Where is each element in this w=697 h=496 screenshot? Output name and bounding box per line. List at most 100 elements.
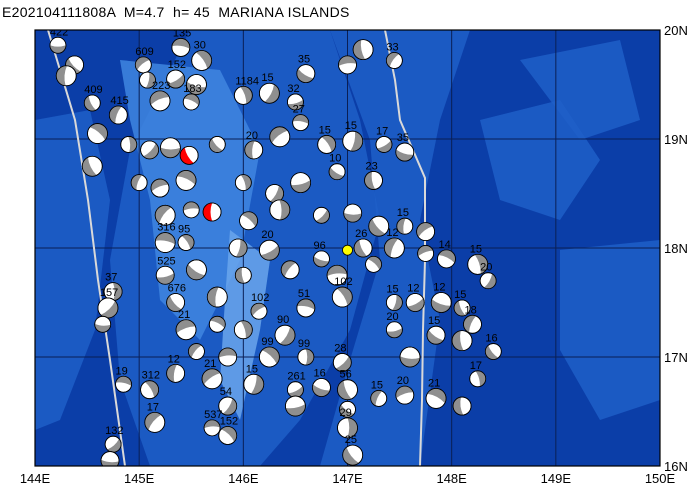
event-label: 1184 xyxy=(235,75,259,87)
focal-mechanism xyxy=(120,136,138,153)
focal-mechanism xyxy=(396,217,414,235)
focal-mechanism xyxy=(337,417,358,439)
event-label: 26 xyxy=(355,228,367,240)
focal-mechanism xyxy=(139,71,156,89)
focal-mechanism xyxy=(375,136,393,153)
focal-mechanism xyxy=(426,325,446,345)
event-label: 17 xyxy=(470,360,482,372)
focal-mechanism xyxy=(479,272,497,290)
focal-mechanism xyxy=(313,206,330,224)
event-label: 15 xyxy=(345,120,357,132)
focal-mechanism xyxy=(368,215,390,237)
event-label: 99 xyxy=(298,338,310,350)
event-label: 95 xyxy=(178,224,190,236)
event-label: 19 xyxy=(116,365,128,377)
epicenter-marker xyxy=(342,244,353,256)
event-label: 135 xyxy=(173,27,191,39)
focal-mechanism xyxy=(353,238,373,258)
focal-mechanism xyxy=(171,38,191,57)
focal-mechanism xyxy=(150,178,170,198)
event-label: 12 xyxy=(433,282,445,294)
event-label: 152 xyxy=(168,59,186,71)
bathymetry-shade-4 xyxy=(560,240,660,420)
focal-mechanism xyxy=(292,114,310,132)
focal-mechanism xyxy=(265,184,284,203)
focal-mechanism xyxy=(343,203,363,223)
event-label: 96 xyxy=(313,240,325,252)
event-label: 56 xyxy=(340,369,352,381)
focal-mechanism xyxy=(166,69,186,89)
event-label: 537 xyxy=(204,409,222,421)
focal-mechanism xyxy=(250,302,268,320)
bathymetry-shade-5 xyxy=(480,100,600,220)
focal-mechanism xyxy=(370,390,388,407)
event-label: 15 xyxy=(371,379,383,391)
event-label: 10 xyxy=(329,153,341,165)
focal-mechanism xyxy=(285,395,306,417)
event-label: 90 xyxy=(277,314,289,326)
longitude-tick-label: 149E xyxy=(541,471,572,486)
event-label: 20 xyxy=(246,130,258,142)
event-label: 17 xyxy=(376,125,388,137)
longitude-tick-label: 145E xyxy=(124,471,155,486)
highlighted-focal-mechanism xyxy=(202,202,222,222)
focal-mechanism xyxy=(243,373,265,395)
bathymetry-shade-7 xyxy=(35,110,110,430)
event-label: 20 xyxy=(397,375,409,387)
longitude-tick-label: 148E xyxy=(436,471,467,486)
event-label: 20 xyxy=(386,311,398,323)
focal-mechanism xyxy=(328,163,346,181)
focal-mechanism xyxy=(425,388,447,409)
focal-mechanism xyxy=(160,137,181,159)
map-title: E202104111808A M=4.7 h= 45 MARIANA ISLAN… xyxy=(2,4,350,20)
event-label: 12 xyxy=(407,283,419,295)
event-label: 12 xyxy=(168,353,180,365)
focal-mechanism xyxy=(134,56,152,74)
event-label: 102 xyxy=(251,292,269,304)
longitude-labels: 144E 145E 146E 147E 148E 149E 150E xyxy=(20,471,676,486)
focal-mechanism xyxy=(383,237,405,259)
focal-mechanism xyxy=(280,260,300,280)
focal-mechanism xyxy=(140,140,159,160)
focal-mechanism xyxy=(166,293,186,312)
event-label: 20 xyxy=(480,262,492,274)
focal-mechanism xyxy=(463,314,482,334)
focal-mechanism xyxy=(331,286,353,308)
longitude-tick-label: 146E xyxy=(228,471,259,486)
focal-mechanism xyxy=(296,64,316,83)
highlighted-focal-mechanism xyxy=(179,145,199,165)
epicenter-marker-group xyxy=(342,244,353,256)
focal-mechanism xyxy=(332,353,352,372)
event-label: 415 xyxy=(110,95,128,107)
focal-mechanism xyxy=(269,199,291,221)
event-label: 15 xyxy=(397,207,409,219)
event-label: 609 xyxy=(135,46,153,58)
event-label: 35 xyxy=(397,132,409,144)
event-label: 15 xyxy=(386,284,398,296)
latitude-tick-label: 18N xyxy=(664,241,688,256)
focal-mechanism xyxy=(87,123,108,144)
focal-mechanism xyxy=(385,294,403,311)
focal-mechanism xyxy=(484,343,502,360)
event-label: 102 xyxy=(334,276,352,288)
focal-mechanism xyxy=(287,381,304,399)
focal-mechanism xyxy=(208,315,226,333)
focal-mechanism xyxy=(326,264,348,286)
focal-mechanism xyxy=(416,222,436,242)
focal-mechanism xyxy=(97,297,119,319)
event-label: 54 xyxy=(220,386,232,398)
event-label: 17 xyxy=(147,401,159,413)
event-label: 15 xyxy=(261,72,273,84)
focal-mechanism xyxy=(144,411,166,433)
event-label: 21 xyxy=(428,377,440,389)
focal-mechanism xyxy=(364,171,383,190)
focal-mechanism xyxy=(100,451,120,466)
latitude-labels: 20N 19N 18N 17N 16N xyxy=(664,23,688,474)
focal-mechanism xyxy=(186,74,207,95)
focal-mechanism xyxy=(166,363,186,383)
focal-mechanism xyxy=(342,444,364,466)
event-label: 21 xyxy=(204,358,216,370)
event-label: 676 xyxy=(168,283,186,295)
